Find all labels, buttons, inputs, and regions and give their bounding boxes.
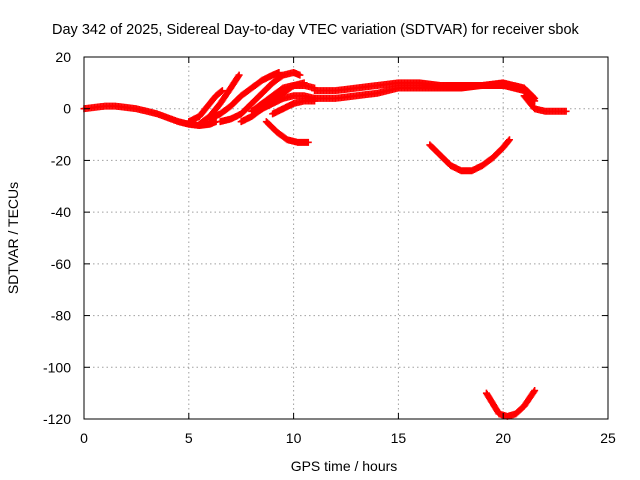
series-arc1 <box>185 87 226 126</box>
y-tick-label: -60 <box>51 256 71 272</box>
x-tick-label: 25 <box>600 430 616 446</box>
data-marks <box>80 69 570 420</box>
chart-title: Day 342 of 2025, Sidereal Day-to-day VTE… <box>52 22 580 38</box>
trail-marker <box>233 74 241 82</box>
trail-marker <box>281 134 289 142</box>
series-arc11 <box>311 81 539 105</box>
trail-marker <box>277 86 285 94</box>
y-tick-label: -40 <box>51 204 71 220</box>
y-axis-label: SDTVAR / TECUs <box>5 182 21 294</box>
trail-marker <box>303 138 311 146</box>
y-tick-label: -80 <box>51 308 71 324</box>
trail-marker <box>214 102 222 110</box>
x-tick-label: 15 <box>391 430 407 446</box>
series-arc13 <box>426 136 513 175</box>
trail-marker <box>256 78 264 86</box>
y-tick-label: -20 <box>51 152 71 168</box>
trail-marker <box>225 87 233 95</box>
x-tick-label: 0 <box>80 430 88 446</box>
plot-frame <box>83 56 609 420</box>
series-base <box>80 102 220 130</box>
grid <box>84 57 608 419</box>
x-tick-label: 20 <box>495 430 511 446</box>
y-tick-label: -120 <box>43 411 71 427</box>
ticks: 0 5 10 15 20 25 -120 -100 -80 -60 -40 -20 0 20 <box>43 49 616 446</box>
y-tick-label: 0 <box>63 101 71 117</box>
trail-marker <box>561 107 569 115</box>
trail-marker <box>277 73 285 81</box>
trail-marker <box>234 72 242 80</box>
trail-marker <box>295 71 303 79</box>
series-arc14 <box>482 387 539 420</box>
trail-marker <box>216 88 224 96</box>
series-arc8 <box>269 97 319 118</box>
y-tick-label: 20 <box>55 49 71 65</box>
trail-marker <box>504 138 512 146</box>
x-tick-label: 10 <box>286 430 302 446</box>
trail-marker <box>530 388 538 396</box>
trail-marker <box>529 389 537 397</box>
series-arc9 <box>262 118 312 146</box>
x-axis-label: GPS time / hours <box>291 458 398 474</box>
trail-marker <box>217 87 225 95</box>
series-arc4 <box>216 69 304 126</box>
series-arc3 <box>206 69 283 123</box>
series-arc2 <box>195 71 243 128</box>
x-tick-label: 5 <box>185 430 193 446</box>
trail-marker <box>505 137 513 145</box>
series-arc12 <box>520 92 570 115</box>
y-tick-label: -100 <box>43 359 71 375</box>
